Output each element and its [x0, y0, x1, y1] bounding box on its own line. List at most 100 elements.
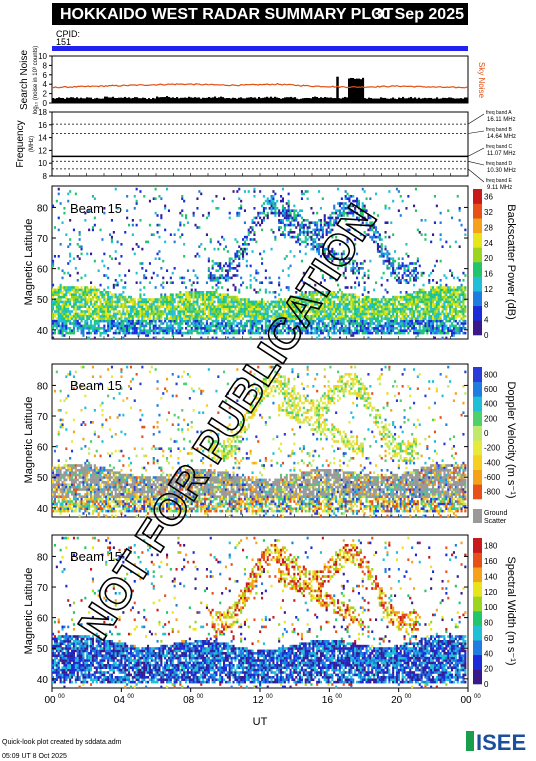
heatmap-cell	[361, 317, 364, 320]
heatmap-cell	[348, 329, 351, 332]
heatmap-cell	[369, 228, 372, 232]
heatmap-cell	[335, 209, 338, 212]
heatmap-cell	[196, 276, 199, 280]
heatmap-cell	[388, 312, 391, 316]
heatmap-cell	[437, 315, 440, 318]
heatmap-cell	[255, 271, 258, 275]
heatmap-cell	[456, 312, 459, 316]
heatmap-cell	[158, 331, 161, 335]
heatmap-cell	[74, 476, 77, 479]
heatmap-cell	[109, 312, 112, 316]
heatmap-cell	[291, 305, 294, 308]
heatmap-cell	[399, 214, 402, 217]
heatmap-cell	[437, 305, 440, 308]
noise-bar	[326, 97, 329, 103]
noise-bar	[338, 98, 341, 103]
heatmap-cell	[462, 331, 465, 335]
heatmap-cell	[152, 305, 155, 308]
heatmap-cell	[139, 295, 142, 299]
heatmap-cell	[69, 483, 72, 486]
heatmap-cell	[188, 298, 191, 301]
heatmap-cell	[397, 281, 400, 284]
heatmap-cell	[363, 281, 366, 284]
heatmap-cell	[147, 322, 150, 325]
heatmap-cell	[420, 291, 423, 294]
heatmap-cell	[312, 247, 315, 251]
heatmap-cell	[325, 315, 328, 318]
heatmap-cell	[78, 500, 81, 503]
heatmap-cell	[154, 257, 157, 260]
heatmap-cell	[169, 300, 172, 304]
heatmap-cell	[253, 190, 256, 193]
heatmap-cell	[171, 300, 174, 304]
heatmap-cell	[74, 485, 77, 489]
heatmap-cell	[452, 319, 455, 323]
heatmap-cell	[259, 319, 262, 323]
heatmap-cell	[67, 327, 70, 330]
heatmap-cell	[78, 327, 81, 330]
heatmap-cell	[394, 259, 397, 263]
heatmap-cell	[403, 295, 406, 299]
heatmap-cell	[435, 310, 438, 313]
heatmap-cell	[295, 235, 298, 239]
colorbar-tick-label: 4	[484, 316, 489, 325]
heatmap-cell	[458, 279, 461, 282]
heatmap-cell	[401, 295, 404, 299]
noise-bar	[98, 98, 101, 103]
heatmap-cell	[253, 195, 256, 198]
heatmap-cell	[371, 300, 374, 304]
heatmap-cell	[196, 310, 199, 313]
heatmap-cell	[331, 235, 334, 239]
heatmap-cell	[411, 274, 414, 277]
heatmap-cell	[74, 317, 77, 320]
heatmap-cell	[67, 373, 70, 376]
heatmap-cell	[249, 336, 252, 340]
heatmap-cell	[61, 322, 64, 325]
heatmap-cell	[228, 303, 231, 306]
heatmap-cell	[380, 238, 383, 241]
heatmap-cell	[432, 298, 435, 301]
heatmap-cell	[249, 238, 252, 241]
heatmap-cell	[137, 319, 140, 323]
heatmap-cell	[281, 303, 284, 306]
heatmap-cell	[435, 259, 438, 263]
heatmap-cell	[340, 307, 343, 311]
heatmap-cell	[266, 199, 269, 203]
heatmap-cell	[242, 327, 245, 330]
heatmap-cell	[99, 298, 102, 301]
heatmap-cell	[337, 267, 340, 270]
heatmap-cell	[109, 317, 112, 320]
heatmap-cell	[55, 319, 58, 323]
heatmap-cell	[59, 295, 62, 299]
heatmap-cell	[300, 298, 303, 301]
heatmap-cell	[63, 490, 66, 494]
heatmap-cell	[363, 209, 366, 212]
heatmap-cell	[204, 310, 207, 313]
heatmap-cell	[72, 307, 75, 311]
heatmap-cell	[437, 317, 440, 320]
heatmap-cell	[338, 307, 341, 311]
heatmap-cell	[340, 257, 343, 260]
heatmap-cell	[259, 317, 262, 320]
heatmap-cell	[226, 322, 229, 325]
heatmap-cell	[88, 329, 91, 332]
heatmap-cell	[101, 293, 104, 296]
heatmap-cell	[196, 252, 199, 256]
heatmap-cell	[80, 293, 83, 296]
heatmap-cell	[331, 315, 334, 318]
heatmap-cell	[129, 317, 132, 320]
heatmap-cell	[91, 288, 94, 292]
heatmap-cell	[259, 307, 262, 311]
heatmap-cell	[357, 219, 360, 222]
heatmap-cell	[264, 315, 267, 318]
heatmap-cell	[95, 329, 98, 332]
heatmap-cell	[99, 310, 102, 313]
heatmap-cell	[278, 331, 281, 335]
heatmap-cell	[283, 207, 286, 210]
heatmap-cell	[131, 247, 134, 251]
heatmap-cell	[249, 331, 252, 335]
heatmap-cell	[158, 312, 161, 316]
heatmap-cell	[188, 329, 191, 332]
